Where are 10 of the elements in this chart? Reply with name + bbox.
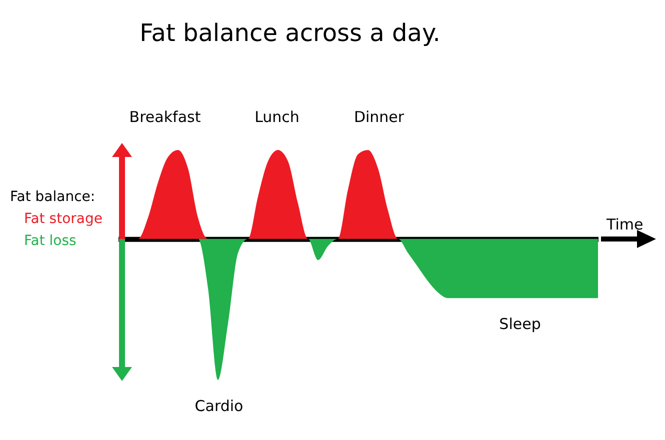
text: Dinner [354, 108, 405, 126]
legend-title: Fat balance: [10, 189, 96, 205]
text: Breakfast [129, 108, 201, 126]
text: Cardio [194, 397, 244, 415]
text: Lunch [254, 108, 300, 126]
annotation: Sleep [499, 315, 541, 333]
x-axis-title: Time [606, 215, 644, 234]
series-label: Fat storage [24, 211, 102, 227]
text: Fat loss [24, 233, 76, 249]
chart-title: Fat balance across a day. [140, 19, 440, 47]
